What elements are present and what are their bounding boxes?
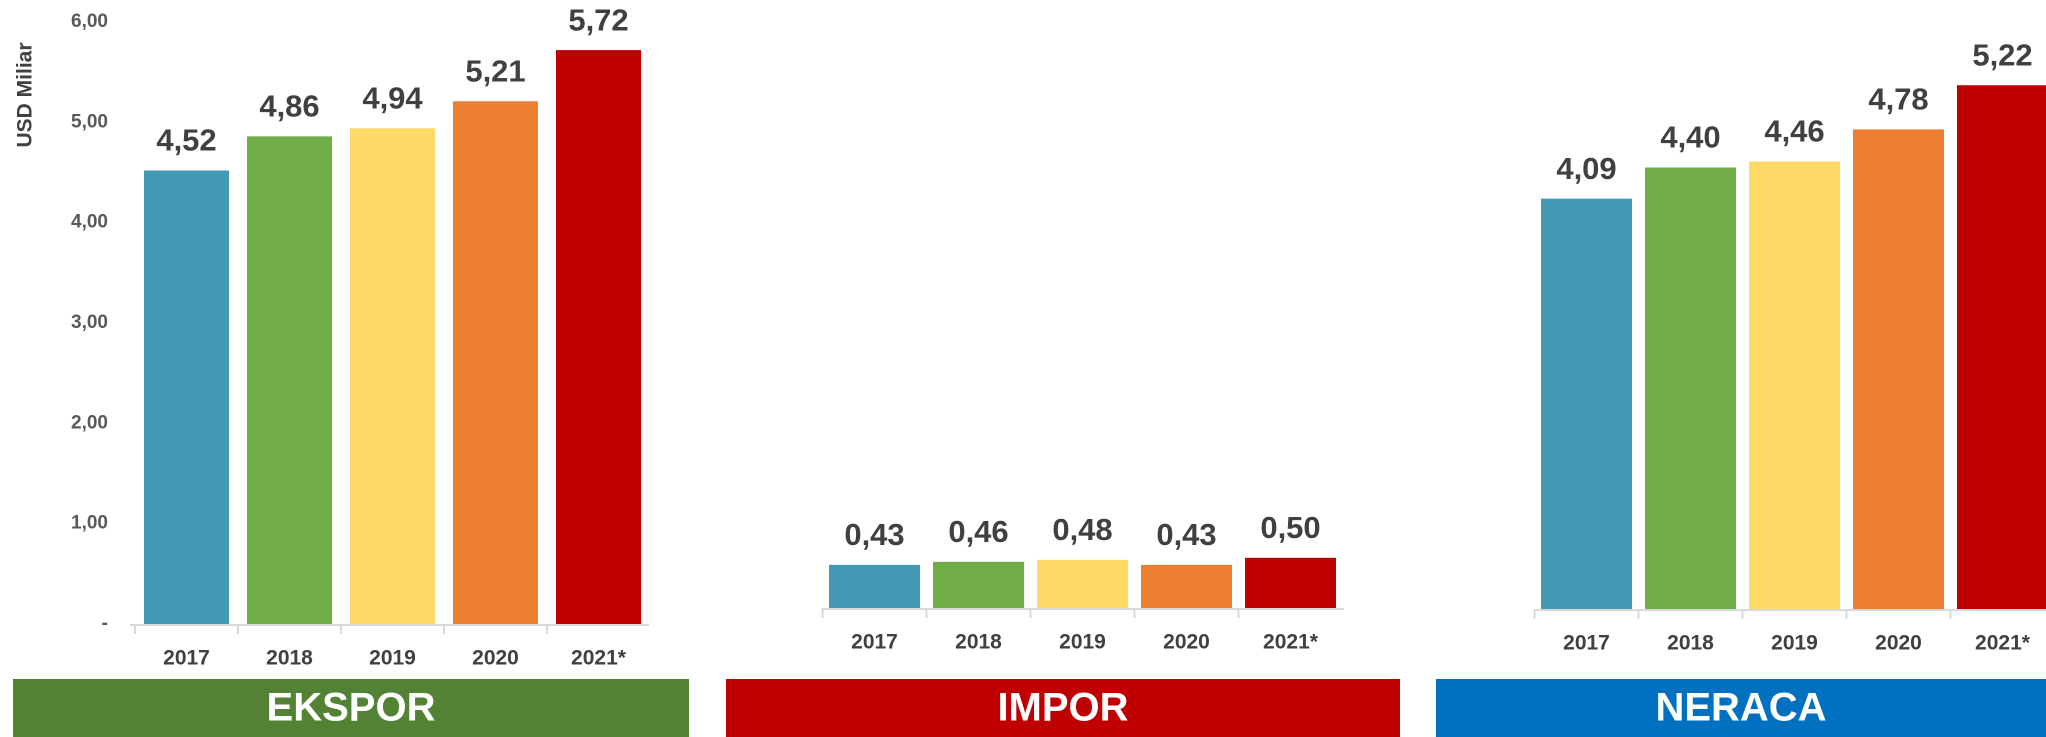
x-tick-label: 2019 bbox=[1771, 632, 1818, 655]
x-tick-label: 2017 bbox=[851, 631, 898, 654]
bar bbox=[1541, 198, 1632, 610]
bar bbox=[1037, 559, 1128, 608]
bar bbox=[1853, 129, 1944, 609]
banner bbox=[726, 679, 1400, 737]
x-tick-label: 2018 bbox=[266, 647, 313, 670]
y-tick-label: 1,00 bbox=[71, 513, 108, 534]
x-tick-label: 2018 bbox=[1667, 632, 1714, 655]
y-axis-label: USD Miliar bbox=[14, 42, 37, 147]
value-label: 4,40 bbox=[1660, 120, 1720, 155]
y-tick-label: 2,00 bbox=[71, 412, 108, 433]
x-tick-label: 2021* bbox=[1975, 632, 2031, 655]
bar bbox=[556, 50, 641, 625]
bar bbox=[144, 170, 229, 624]
x-tick-label: 2017 bbox=[163, 647, 210, 670]
x-tick-label: 2018 bbox=[955, 631, 1002, 654]
value-label: 4,94 bbox=[362, 81, 423, 116]
value-label: 4,46 bbox=[1764, 114, 1824, 149]
y-tick-label: 3,00 bbox=[71, 312, 108, 333]
banner-label: NERACA bbox=[1655, 686, 1826, 730]
bar bbox=[247, 136, 332, 624]
bar bbox=[453, 101, 538, 625]
x-tick-label: 2021* bbox=[1263, 631, 1319, 654]
x-tick-label: 2020 bbox=[472, 647, 519, 670]
value-label: 0,43 bbox=[844, 517, 904, 552]
banner bbox=[1436, 679, 2046, 737]
x-tick-label: 2017 bbox=[1563, 632, 1610, 655]
value-label: 5,72 bbox=[568, 2, 628, 37]
value-label: 0,48 bbox=[1052, 512, 1112, 547]
bar bbox=[829, 564, 920, 608]
bar bbox=[350, 128, 435, 624]
bar bbox=[1957, 85, 2046, 609]
bar bbox=[1245, 557, 1336, 608]
y-tick-label: 5,00 bbox=[71, 111, 108, 132]
x-tick-label: 2020 bbox=[1163, 631, 1210, 654]
bar bbox=[1141, 564, 1232, 608]
y-tick-label: 4,00 bbox=[71, 212, 108, 233]
x-tick-label: 2021* bbox=[571, 647, 627, 670]
value-label: 5,21 bbox=[465, 53, 525, 88]
value-label: 0,50 bbox=[1260, 510, 1320, 545]
bar bbox=[1645, 167, 1736, 610]
value-label: 0,46 bbox=[948, 514, 1008, 549]
value-label: 4,86 bbox=[259, 89, 319, 124]
banner bbox=[13, 679, 689, 737]
value-label: 0,43 bbox=[1156, 517, 1216, 552]
bar bbox=[933, 561, 1024, 608]
banner-label: EKSPOR bbox=[267, 686, 436, 730]
value-label: 5,22 bbox=[1972, 37, 2032, 72]
x-tick-label: 2019 bbox=[1059, 631, 1106, 654]
value-label: 4,52 bbox=[156, 123, 216, 158]
bar bbox=[1749, 161, 1840, 609]
value-label: 4,09 bbox=[1556, 151, 1616, 186]
banner-label: IMPOR bbox=[997, 686, 1128, 730]
y-tick-label: - bbox=[102, 613, 108, 634]
x-tick-label: 2019 bbox=[369, 647, 416, 670]
y-tick-label: 6,00 bbox=[71, 11, 108, 32]
x-tick-label: 2020 bbox=[1875, 632, 1922, 655]
value-label: 4,78 bbox=[1868, 82, 1928, 117]
